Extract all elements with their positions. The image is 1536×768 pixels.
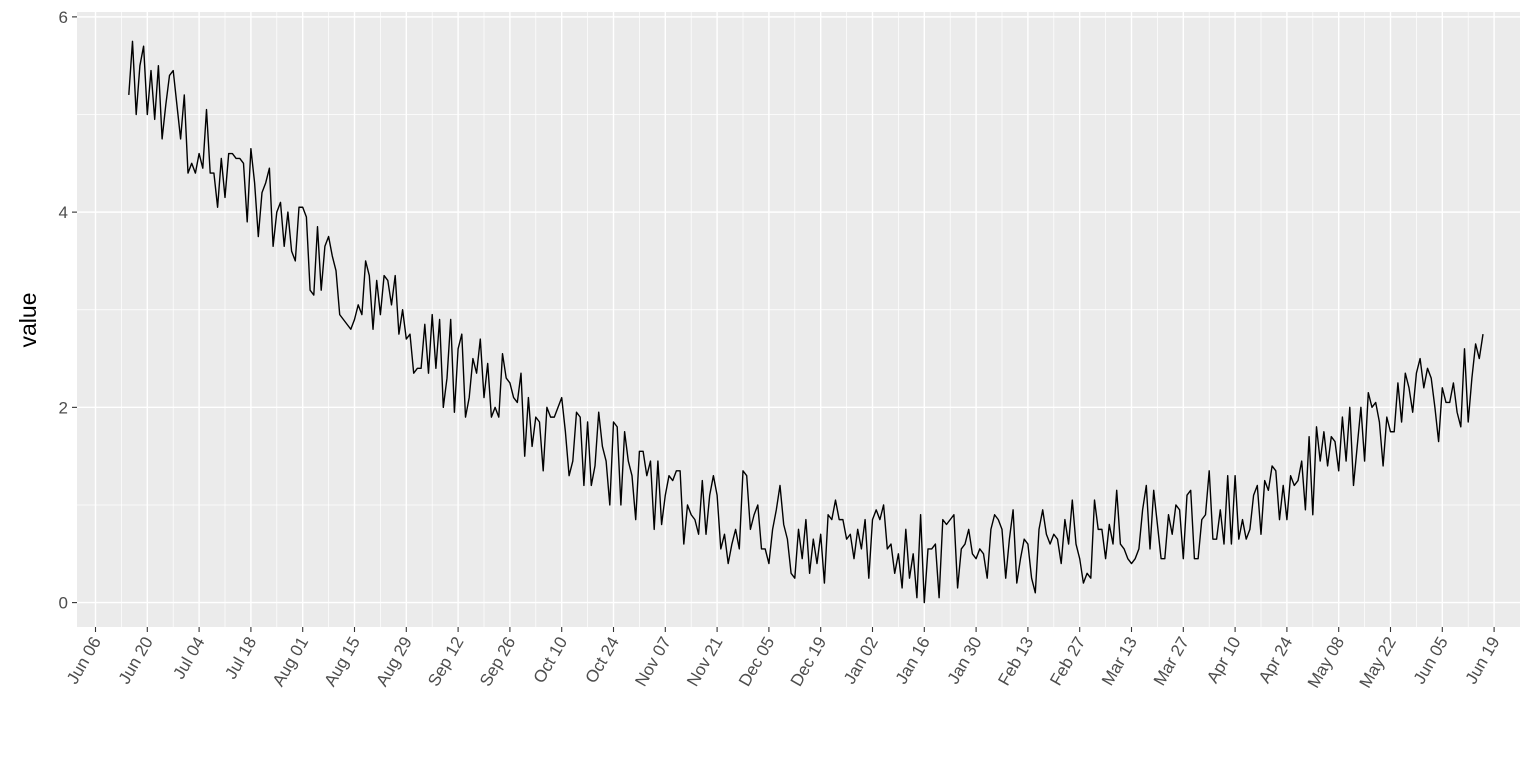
y-tick-label: 0 <box>59 594 68 613</box>
x-tick-label: Aug 29 <box>372 634 415 690</box>
x-tick-label: May 22 <box>1356 634 1400 692</box>
x-tick-label: Jun 20 <box>115 634 157 688</box>
x-tick-label: Jun 05 <box>1410 634 1452 688</box>
x-tick-label: Mar 27 <box>1150 634 1193 689</box>
x-tick-label: Aug 01 <box>269 634 312 690</box>
y-axis-title: value <box>15 293 41 348</box>
y-axis: 0 2 4 6 <box>59 8 77 613</box>
y-tick-label: 6 <box>59 8 68 27</box>
x-tick-label: Jan 16 <box>892 634 934 688</box>
x-tick-label: Nov 07 <box>631 634 674 690</box>
x-tick-label: Jul 18 <box>221 634 260 683</box>
x-tick-label: Oct 24 <box>581 634 623 687</box>
x-tick-label: Jun 06 <box>63 634 105 688</box>
x-tick-label: Nov 21 <box>683 634 726 690</box>
x-tick-label: Apr 24 <box>1255 634 1297 687</box>
x-axis: Jun 06 Jun 20 Jul 04 Jul 18 Aug 01 Aug 15 Aug … <box>63 627 1504 691</box>
x-tick-label: Jan 02 <box>840 634 882 688</box>
x-tick-label: Oct 10 <box>530 634 572 687</box>
grid-major <box>77 12 1520 627</box>
x-tick-label: Sep 12 <box>424 634 467 690</box>
x-tick-label: Feb 13 <box>994 634 1037 689</box>
x-tick-label: Dec 05 <box>735 634 778 690</box>
x-tick-label: Jul 04 <box>169 634 208 683</box>
x-tick-label: Mar 13 <box>1098 634 1141 689</box>
x-tick-label: Aug 15 <box>321 634 364 690</box>
x-tick-label: Jan 30 <box>944 634 986 688</box>
x-tick-label: May 08 <box>1304 634 1348 692</box>
x-tick-label: Jun 19 <box>1462 634 1504 688</box>
series-line <box>128 40 1484 604</box>
x-tick-label: Sep 26 <box>476 634 519 690</box>
x-tick-label: Apr 10 <box>1203 634 1245 687</box>
grid-minor <box>77 12 1520 627</box>
y-tick-label: 4 <box>59 203 68 222</box>
x-tick-label: Dec 19 <box>787 634 830 690</box>
y-tick-label: 2 <box>59 398 68 417</box>
x-tick-label: Feb 27 <box>1046 634 1089 689</box>
